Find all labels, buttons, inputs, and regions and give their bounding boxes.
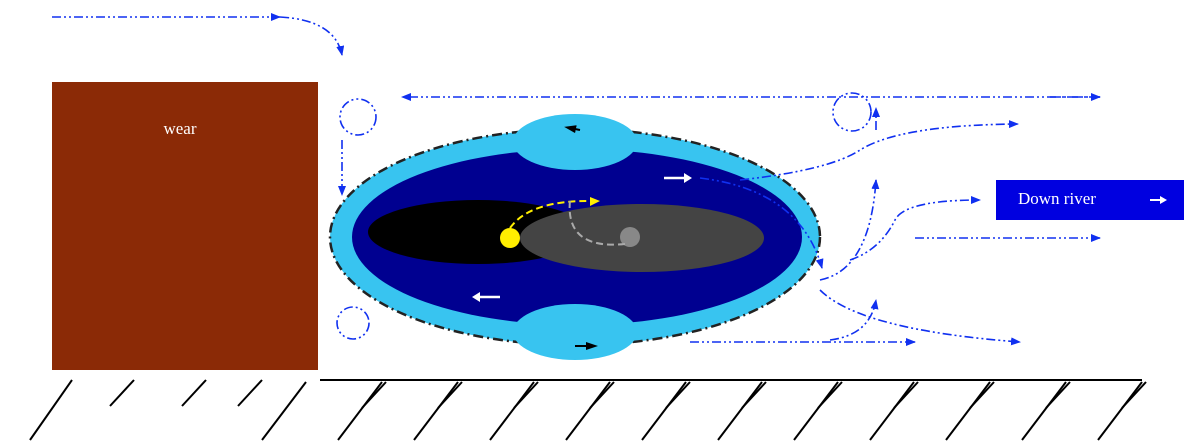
yellow-particle xyxy=(500,228,520,248)
hatch-line xyxy=(438,382,462,408)
hatch-line xyxy=(666,382,690,408)
hatch-line xyxy=(514,382,538,408)
hatch-line xyxy=(1098,382,1142,440)
hatch-line xyxy=(742,382,766,408)
hatch-line xyxy=(414,382,458,440)
hatch-line xyxy=(970,382,994,408)
eddy xyxy=(337,307,369,339)
hatch-line xyxy=(894,382,918,408)
hatch-line xyxy=(1046,382,1070,408)
hatch-line xyxy=(946,382,990,440)
flow-diagram: wear Down river xyxy=(0,0,1184,446)
hatch-line xyxy=(362,382,386,408)
flow xyxy=(740,124,1018,180)
hatch-line xyxy=(818,382,842,408)
hatch-line xyxy=(110,380,134,406)
bottom-bulge xyxy=(513,304,637,360)
grey-core xyxy=(520,204,764,272)
flow xyxy=(820,290,1020,342)
flow xyxy=(280,17,342,55)
hatch-line xyxy=(718,382,762,440)
hatch-line xyxy=(490,382,534,440)
hatch-line xyxy=(338,382,382,440)
hatch-line xyxy=(30,380,72,440)
hatch-line xyxy=(262,382,306,440)
hatch-line xyxy=(1122,382,1146,408)
flow xyxy=(850,200,980,260)
ground-hatch xyxy=(30,380,1146,440)
down-river-label: Down river xyxy=(1018,189,1096,208)
hatch-line xyxy=(566,382,610,440)
hatch-line xyxy=(870,382,914,440)
flow xyxy=(830,300,876,340)
hatch-line xyxy=(590,382,614,408)
hatch-line xyxy=(794,382,838,440)
hatch-line xyxy=(1022,382,1066,440)
hatch-line xyxy=(642,382,686,440)
hatch-line xyxy=(182,380,206,406)
flow xyxy=(820,180,876,280)
eddy xyxy=(340,99,376,135)
eddy xyxy=(833,93,871,131)
top-bulge xyxy=(513,114,637,170)
hatch-line xyxy=(238,380,262,406)
wear-label: wear xyxy=(163,119,196,138)
